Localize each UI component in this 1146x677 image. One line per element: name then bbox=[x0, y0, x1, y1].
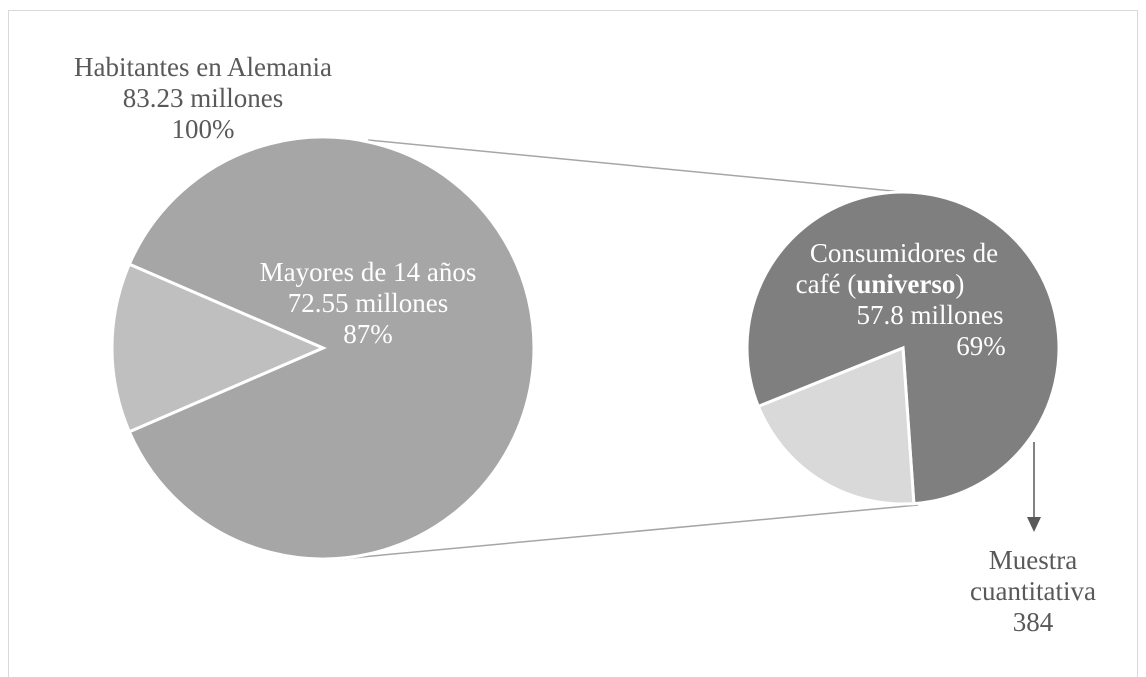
total-population-label: Habitantes en Alemania 83.23 millones 100% bbox=[74, 52, 332, 144]
slice-mayores-de-14 bbox=[127, 135, 536, 561]
sample-label: Muestra cuantitativa 384 bbox=[970, 545, 1096, 637]
consumers-pie bbox=[745, 190, 1061, 506]
population-pie bbox=[110, 135, 536, 561]
connector-lines bbox=[339, 139, 919, 560]
sample-arrow bbox=[1027, 442, 1041, 532]
slice-mayores-label: Mayores de 14 años 72.55 millones 87% bbox=[260, 257, 477, 349]
arrow-head bbox=[1027, 517, 1041, 532]
chart-frame bbox=[8, 10, 1138, 677]
connector-top bbox=[367, 139, 904, 193]
chart-labels: Habitantes en Alemania 83.23 millones 100%… bbox=[74, 52, 1096, 637]
connector-bottom bbox=[339, 504, 919, 560]
slice-consumidores-label: Consumidores de café (universo) 57.8 millo… bbox=[796, 238, 1006, 361]
slice-no-consumidores bbox=[756, 345, 916, 506]
slice-menores-de-14 bbox=[110, 262, 327, 434]
